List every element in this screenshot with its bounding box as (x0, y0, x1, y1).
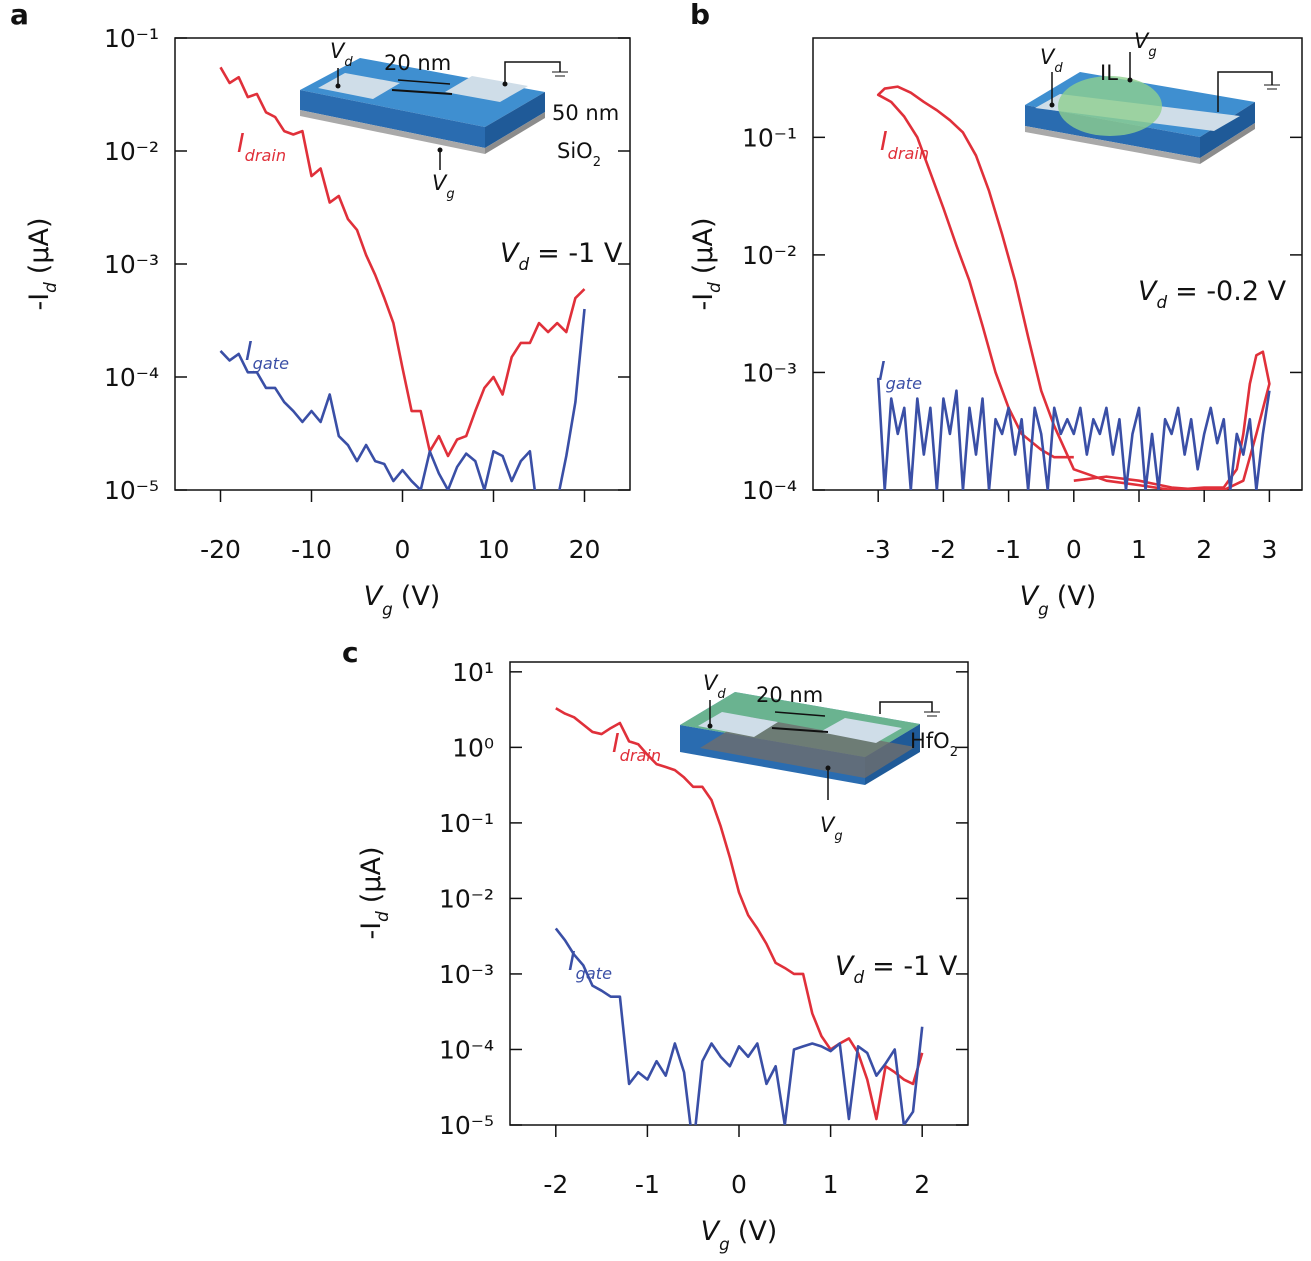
inset-label: Vd (703, 671, 726, 702)
inset-device (680, 692, 940, 800)
y-tick-label: 10⁻⁵ (439, 1111, 494, 1140)
x-tick-label: 2 (914, 1170, 930, 1199)
x-tick-label: 0 (731, 1170, 747, 1199)
series-label: Idrain (237, 129, 286, 165)
series-label: Igate (245, 337, 289, 373)
y-tick-label: 10⁻¹ (742, 123, 797, 152)
y-tick-label: 10⁻³ (742, 358, 797, 387)
x-axis-label: Vg (V) (701, 1216, 778, 1254)
y-tick-label: 10⁻¹ (104, 24, 159, 53)
y-tick-label: 10⁻³ (104, 250, 159, 279)
annotation: Vd = -0.2 V (1138, 276, 1287, 312)
x-tick-label: -10 (291, 535, 332, 564)
data-line (219, 308, 586, 490)
x-axis-label: Vg (V) (364, 581, 441, 619)
inset-device (1025, 52, 1280, 164)
series-label: Igate (878, 357, 922, 393)
inset-label: 20 nm (384, 51, 451, 75)
inset-label: 50 nm (552, 101, 619, 125)
plot-frame (812, 37, 1303, 491)
inset-label: HfO2 (910, 729, 958, 760)
series-label: Idrain (612, 729, 661, 765)
x-tick-label: 10 (478, 535, 510, 564)
x-tick-label: 2 (1196, 535, 1212, 564)
inset-label: 20 nm (756, 683, 823, 707)
y-axis-label: -Id(μA) (24, 217, 60, 310)
y-tick-label: 10⁻² (439, 884, 494, 913)
x-tick-label: 3 (1261, 535, 1277, 564)
y-axis-label: -Id(μA) (688, 217, 724, 310)
annotation: Vd = -1 V (835, 951, 958, 987)
panel-letter: c (342, 636, 359, 669)
y-tick-label: 10⁻² (742, 241, 797, 270)
y-tick-label: 10⁻³ (439, 960, 494, 989)
x-axis-label: Vg (V) (1020, 581, 1097, 619)
inset-label: Vd (1040, 45, 1063, 76)
inset-label: Vg (1134, 29, 1157, 60)
inset-label: Vd (330, 39, 353, 70)
inset-label: Vg (820, 813, 843, 844)
y-tick-label: 10¹ (452, 658, 494, 687)
y-tick-label: 10⁰ (452, 733, 494, 762)
x-tick-label: -2 (931, 535, 956, 564)
data-line (555, 707, 924, 1121)
x-tick-label: -1 (996, 535, 1021, 564)
x-tick-label: 0 (1066, 535, 1082, 564)
x-tick-label: 1 (823, 1170, 839, 1199)
x-tick-label: -20 (200, 535, 241, 564)
x-tick-label: -1 (635, 1170, 660, 1199)
data-line (876, 85, 1271, 490)
y-tick-label: 10⁻¹ (439, 809, 494, 838)
y-tick-label: 10⁻⁴ (439, 1035, 494, 1064)
annotation: Vd = -1 V (500, 238, 623, 274)
inset-label: IL (1100, 61, 1118, 85)
series-label: Igate (568, 947, 612, 983)
data-line (554, 927, 924, 1125)
panel-letter: b (690, 0, 710, 31)
data-line (219, 66, 586, 458)
x-tick-label: -2 (543, 1170, 568, 1199)
y-tick-label: 10⁻⁵ (104, 476, 159, 505)
x-tick-label: -3 (866, 535, 891, 564)
inset-label: Vg (432, 171, 455, 202)
y-axis-label: -Id(μA) (356, 846, 392, 939)
inset-device (300, 58, 568, 170)
y-tick-label: 10⁻⁴ (104, 363, 159, 392)
y-tick-label: 10⁻⁴ (742, 476, 797, 505)
x-tick-label: 20 (569, 535, 601, 564)
inset-label: SiO2 (557, 139, 601, 170)
x-tick-label: 1 (1131, 535, 1147, 564)
panel-letter: a (10, 0, 29, 31)
data-line (876, 377, 1271, 490)
series-label: Idrain (880, 127, 929, 163)
x-tick-label: 0 (395, 535, 411, 564)
y-tick-label: 10⁻² (104, 137, 159, 166)
